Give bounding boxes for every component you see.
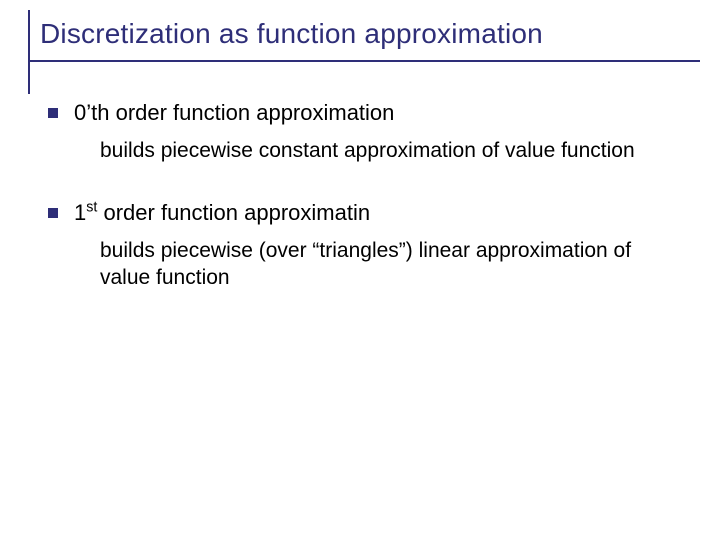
bullet-item: 1st order function approximatin [48,200,680,226]
bullet-heading: 0’th order function approximation [74,100,394,125]
bullet-subtext: builds piecewise (over “triangles”) line… [48,238,660,291]
bullet-heading: 1st order function approximatin [74,200,370,225]
slide-body: 0’th order function approximation builds… [48,100,680,327]
slide-title: Discretization as function approximation [28,10,700,60]
square-bullet-icon [48,108,58,118]
slide: Discretization as function approximation… [0,0,720,540]
heading-pre: 1 [74,200,86,225]
title-region: Discretization as function approximation [28,10,700,60]
title-rule-horizontal [28,60,700,62]
square-bullet-icon [48,208,58,218]
bullet-subtext: builds piecewise constant approximation … [48,138,660,164]
bullet-item: 0’th order function approximation [48,100,680,126]
heading-post: order function approximatin [97,200,370,225]
heading-superscript: st [86,200,97,216]
title-rule-vertical [28,10,30,94]
